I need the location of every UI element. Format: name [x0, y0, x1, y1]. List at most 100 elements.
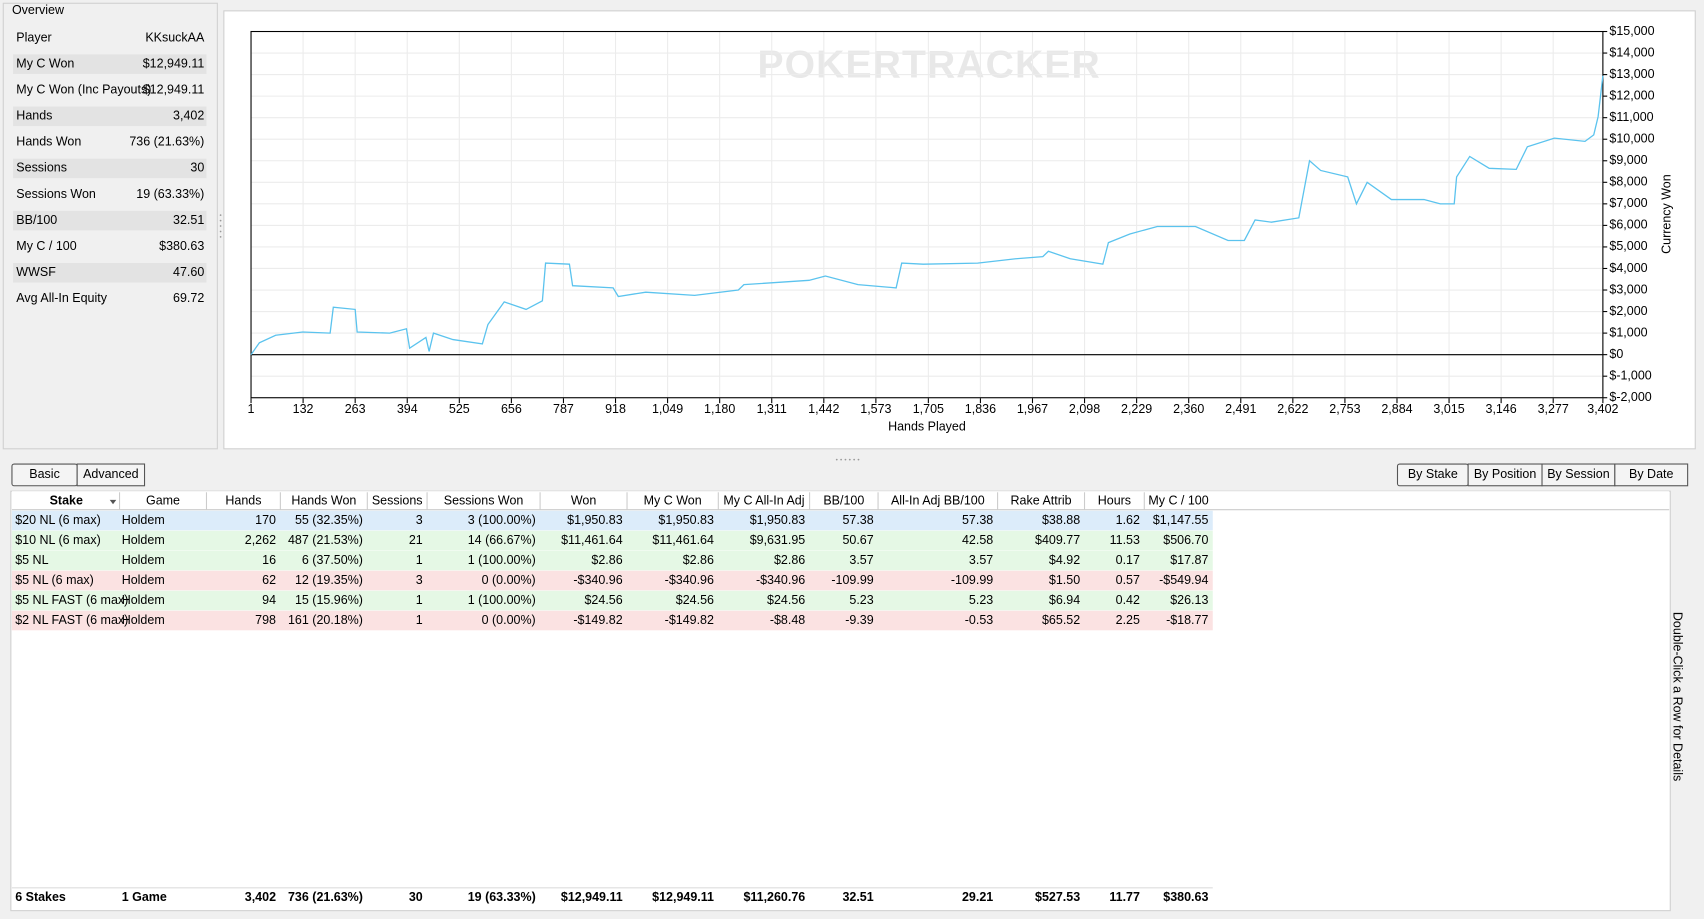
column-header[interactable]: Stake	[50, 493, 83, 507]
table-cell: 2,262	[245, 533, 276, 547]
table-cell: 3,402	[245, 890, 276, 904]
y-tick-label: $13,000	[1609, 67, 1654, 81]
y-tick-label: $0	[1609, 347, 1623, 361]
table-cell: 5.23	[849, 593, 873, 607]
y-tick-label: $7,000	[1609, 196, 1647, 210]
overview-value: 19 (63.33%)	[136, 187, 204, 201]
table-cell: 3	[416, 573, 423, 587]
table-cell: 42.58	[962, 533, 993, 547]
overview-row-bg	[13, 106, 207, 127]
table-cell: $527.53	[1035, 890, 1080, 904]
button-label[interactable]: Advanced	[83, 467, 139, 481]
table-cell: $380.63	[1163, 890, 1208, 904]
table-cell: $1,950.83	[567, 513, 623, 527]
overview-value: 47.60	[173, 265, 204, 279]
overview-label: BB/100	[16, 213, 57, 227]
table-cell: 1	[416, 553, 423, 567]
column-header[interactable]: Game	[146, 493, 180, 507]
column-header[interactable]: BB/100	[823, 493, 864, 507]
button-label[interactable]: By Session	[1547, 467, 1610, 481]
column-header[interactable]: Sessions Won	[444, 493, 524, 507]
table-cell: 0 (0.00%)	[482, 573, 536, 587]
table-cell: 21	[409, 533, 423, 547]
table-cell: 0.17	[1116, 553, 1140, 567]
table-cell: 487 (21.53%)	[288, 533, 363, 547]
button-label[interactable]: By Stake	[1408, 467, 1458, 481]
table-cell: 0 (0.00%)	[482, 613, 536, 627]
table-cell: $1,950.83	[750, 513, 806, 527]
table-cell: $12,949.11	[652, 890, 714, 904]
table-cell: $5 NL FAST (6 max)	[15, 593, 128, 607]
table-cell: $17.87	[1170, 553, 1208, 567]
x-tick-label: 394	[397, 402, 418, 416]
table-cell: $409.77	[1035, 533, 1080, 547]
table-cell: 1	[416, 593, 423, 607]
table-cell: -$18.77	[1166, 613, 1208, 627]
table-cell: 32.51	[842, 890, 873, 904]
table-cell: 11.77	[1109, 890, 1140, 904]
table-cell: -$340.96	[665, 573, 714, 587]
y-tick-label: $8,000	[1609, 175, 1647, 189]
x-tick-label: 2,622	[1277, 402, 1308, 416]
button[interactable]	[76, 463, 146, 487]
button-label[interactable]: Basic	[29, 467, 60, 481]
x-tick-label: 1,836	[965, 402, 996, 416]
table-cell: Holdem	[122, 513, 165, 527]
x-tick-label: 918	[605, 402, 626, 416]
overview-label: My C Won (Inc Payouts)	[16, 82, 151, 96]
button-label[interactable]: By Position	[1474, 467, 1537, 481]
column-header[interactable]: My C All-In Adj	[723, 493, 804, 507]
table-cell: $1,147.55	[1153, 513, 1209, 527]
overview-value: 736 (21.63%)	[129, 135, 204, 149]
button[interactable]	[1614, 463, 1689, 487]
column-header[interactable]: Won	[571, 493, 597, 507]
column-header[interactable]: Hands	[225, 493, 261, 507]
table-row[interactable]	[11, 570, 1213, 591]
table-cell: 1 Game	[122, 890, 167, 904]
table-cell: $1.50	[1049, 573, 1080, 587]
table-cell: 57.38	[962, 513, 993, 527]
column-header[interactable]: Sessions	[372, 493, 423, 507]
x-tick-label: 1,311	[757, 402, 787, 416]
table-cell: $11,260.76	[743, 890, 805, 904]
overview-row-bg	[13, 54, 207, 74]
column-header[interactable]: Hours	[1098, 493, 1131, 507]
button-label[interactable]: By Date	[1629, 467, 1673, 481]
table-row[interactable]	[11, 590, 1213, 611]
column-header[interactable]: All-In Adj BB/100	[891, 493, 985, 507]
column-header[interactable]: Hands Won	[291, 493, 356, 507]
table-cell: 62	[262, 573, 276, 587]
line-series	[250, 75, 1604, 356]
plot-area	[251, 31, 1603, 398]
y-tick-label: $10,000	[1609, 132, 1654, 146]
overview-value: 3,402	[173, 109, 204, 123]
column-header[interactable]: My C / 100	[1148, 493, 1208, 507]
table-cell: 5.23	[969, 593, 993, 607]
y-tick-label: $3,000	[1609, 282, 1647, 296]
table-cell: 94	[262, 593, 276, 607]
overview-value: $380.63	[159, 239, 204, 253]
x-tick-label: 1,442	[808, 402, 839, 416]
column-header[interactable]: My C Won	[644, 493, 702, 507]
sort-arrow	[109, 499, 117, 505]
y-tick-label: $9,000	[1609, 153, 1647, 167]
table-cell: 0.42	[1116, 593, 1140, 607]
table-row[interactable]	[11, 610, 1213, 631]
table-row[interactable]	[11, 550, 1213, 571]
y-tick-label: $15,000	[1609, 24, 1654, 38]
x-tick-label: 2,360	[1173, 402, 1204, 416]
table-cell: Holdem	[122, 593, 165, 607]
table-row[interactable]	[11, 530, 1213, 551]
table-cell: 161 (20.18%)	[288, 613, 363, 627]
y-tick-label: $14,000	[1609, 45, 1654, 59]
table-cell: Holdem	[122, 533, 165, 547]
table-cell: $5 NL (6 max)	[15, 573, 94, 587]
table-cell: -0.53	[965, 613, 994, 627]
x-tick-label: 2,098	[1069, 402, 1100, 416]
table-cell: 57.38	[842, 513, 873, 527]
overview-label: My C Won	[16, 56, 74, 70]
table-row[interactable]	[11, 510, 1213, 531]
overview-label: Sessions	[16, 161, 67, 175]
table-cell: Holdem	[122, 573, 165, 587]
column-header[interactable]: Rake Attrib	[1011, 493, 1072, 507]
